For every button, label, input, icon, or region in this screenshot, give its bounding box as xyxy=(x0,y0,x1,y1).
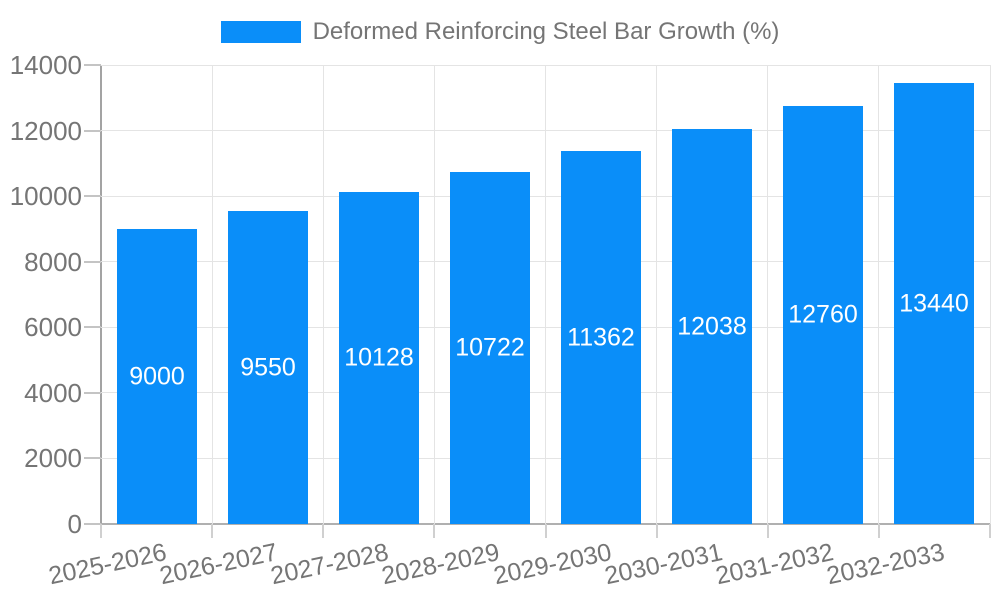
y-axis-tick xyxy=(84,129,101,132)
x-axis-tick xyxy=(877,524,880,538)
y-tick-label: 8000 xyxy=(24,246,82,277)
y-axis-tick xyxy=(84,326,101,329)
y-axis-tick xyxy=(84,391,101,394)
v-gridline xyxy=(656,65,658,524)
y-tick-label: 2000 xyxy=(24,443,82,474)
y-axis-tick xyxy=(84,64,101,66)
bar-value-label: 13440 xyxy=(899,289,969,317)
bar-value-label: 10722 xyxy=(455,333,525,362)
y-axis-line xyxy=(100,65,102,524)
bar-2028-2029[interactable]: 10722 xyxy=(450,172,530,524)
v-gridline xyxy=(211,65,213,524)
v-gridline xyxy=(989,65,991,524)
y-tick-label: 4000 xyxy=(24,377,82,408)
x-axis-tick xyxy=(211,524,214,538)
x-tick-label-2030-2031: 2030-2031 xyxy=(601,538,725,591)
v-gridline xyxy=(433,65,435,524)
v-gridline xyxy=(322,65,324,524)
x-axis-tick xyxy=(989,524,991,538)
y-tick-label: 6000 xyxy=(24,312,82,343)
bar-value-label: 9550 xyxy=(240,353,296,381)
y-axis-tick xyxy=(84,195,101,198)
bar-value-label: 12760 xyxy=(788,300,858,329)
bar-2025-2026[interactable]: 9000 xyxy=(117,229,197,524)
bar-2026-2027[interactable]: 9550 xyxy=(228,211,308,524)
plot-area: 9000 9550 10128 10722 11362 12038 12760 13440 xyxy=(84,64,991,538)
bar-2030-2031[interactable]: 12038 xyxy=(672,129,752,524)
v-gridline xyxy=(878,65,880,524)
x-tick-label-2031-2032: 2031-2032 xyxy=(712,538,836,591)
y-tick-label: 12000 xyxy=(9,115,82,146)
v-gridline xyxy=(545,65,546,524)
x-tick-label-2029-2030: 2029-2030 xyxy=(490,538,614,591)
bar-2029-2030[interactable]: 11362 xyxy=(561,151,641,524)
v-gridline xyxy=(767,65,769,524)
y-tick-label: 10000 xyxy=(9,181,82,212)
x-axis-tick xyxy=(433,524,436,538)
legend-swatch xyxy=(220,21,301,43)
bar-value-label: 9000 xyxy=(129,362,185,390)
x-axis-tick xyxy=(766,524,769,538)
bar-value-label: 12038 xyxy=(677,312,747,340)
x-axis-tick xyxy=(655,524,658,538)
x-axis-tick xyxy=(322,524,325,538)
x-tick-label-2028-2029: 2028-2029 xyxy=(379,538,503,591)
legend: Deformed Reinforcing Steel Bar Growth (%… xyxy=(0,17,1000,47)
bar-value-label: 11362 xyxy=(567,323,635,351)
y-axis-tick xyxy=(84,457,101,460)
bar-2032-2033[interactable]: 13440 xyxy=(894,83,974,524)
x-tick-label-2032-2033: 2032-2033 xyxy=(824,538,947,591)
bar-2027-2028[interactable]: 10128 xyxy=(339,192,419,524)
bar-2031-2032[interactable]: 12760 xyxy=(783,106,863,524)
y-tick-label: 14000 xyxy=(9,50,82,80)
y-axis-tick xyxy=(84,523,101,525)
y-axis-tick xyxy=(84,260,101,263)
x-axis-tick xyxy=(544,524,547,538)
legend-label: Deformed Reinforcing Steel Bar Growth (%… xyxy=(312,18,780,45)
y-tick-label: 0 xyxy=(67,509,82,539)
legend-item[interactable]: Deformed Reinforcing Steel Bar Growth (%… xyxy=(220,18,780,46)
x-axis-tick xyxy=(100,524,102,538)
x-tick-label-2026-2027: 2026-2027 xyxy=(157,538,281,591)
bar-value-label: 10128 xyxy=(344,343,414,372)
x-tick-label-2025-2026: 2025-2026 xyxy=(46,538,169,591)
x-tick-label-2027-2028: 2027-2028 xyxy=(268,538,392,591)
